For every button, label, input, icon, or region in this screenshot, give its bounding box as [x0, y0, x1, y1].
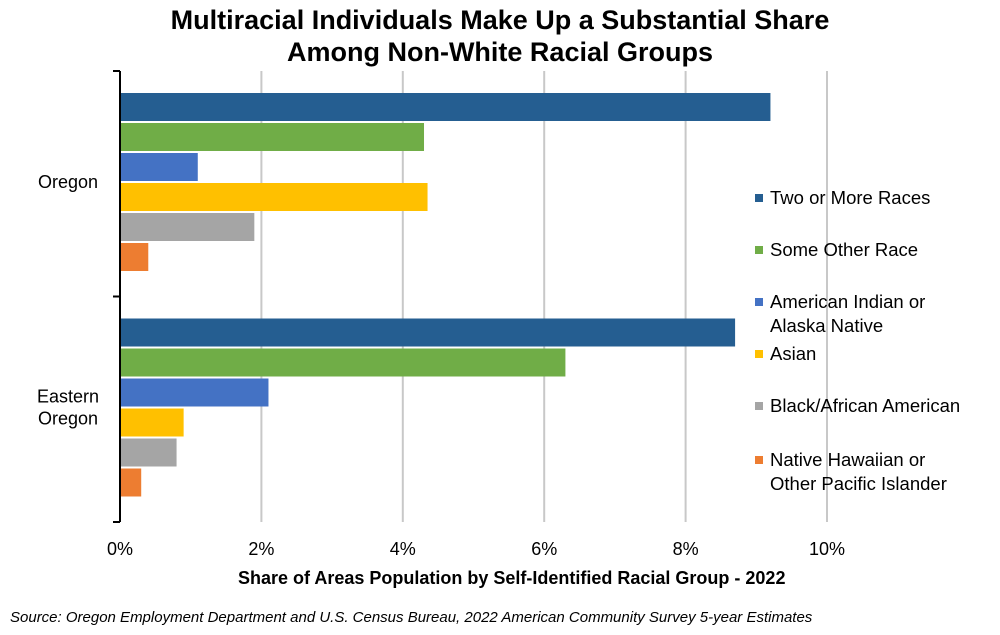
x-axis-label: Share of Areas Population by Self-Identi… [238, 568, 786, 588]
bar [120, 93, 771, 121]
legend-swatch-icon [755, 456, 763, 464]
legend-swatch-icon [755, 402, 763, 410]
legend-label: Alaska Native [770, 315, 884, 336]
legend-swatch-icon [755, 194, 763, 202]
x-tick-label: 10% [809, 539, 845, 559]
bar [120, 243, 149, 271]
x-tick-label: 4% [390, 539, 416, 559]
bar [120, 318, 736, 347]
chart-title-line-2: Among Non-White Racial Groups [286, 37, 713, 67]
legend-label: Other Pacific Islander [770, 473, 947, 494]
bar [120, 348, 566, 377]
bar [120, 468, 142, 497]
chart-title: Multiracial Individuals Make Up a Substa… [0, 4, 1000, 68]
legend-swatch-icon [755, 350, 763, 358]
x-tick-label: 2% [248, 539, 274, 559]
bar [120, 153, 198, 181]
y-axis [113, 70, 121, 523]
x-tick-label: 6% [531, 539, 557, 559]
legend-swatch-icon [755, 298, 763, 306]
x-tick-labels: 0% 2% 4% 6% 8% 10% [107, 539, 845, 559]
category-label: Oregon [38, 172, 98, 192]
legend-label: Asian [770, 343, 817, 364]
bars [120, 93, 771, 497]
category-label: Oregon [38, 409, 98, 429]
legend-label: Black/African American [770, 395, 961, 416]
legend-swatch-icon [755, 246, 763, 254]
x-tick-label: 0% [107, 539, 133, 559]
bar [120, 123, 425, 151]
legend-label: Two or More Races [770, 187, 931, 208]
bar [120, 378, 269, 407]
legend-label: Native Hawaiian or [770, 449, 926, 470]
chart-title-line-1: Multiracial Individuals Make Up a Substa… [170, 5, 830, 35]
bar [120, 408, 184, 437]
bar [120, 213, 255, 241]
legend-label: American Indian or [770, 291, 926, 312]
x-tick-label: 8% [673, 539, 699, 559]
source-note: Source: Oregon Employment Department and… [10, 609, 813, 626]
bar [120, 183, 428, 211]
category-label: Eastern [37, 387, 99, 407]
legend-label: Some Other Race [770, 239, 919, 260]
bar [120, 438, 177, 467]
